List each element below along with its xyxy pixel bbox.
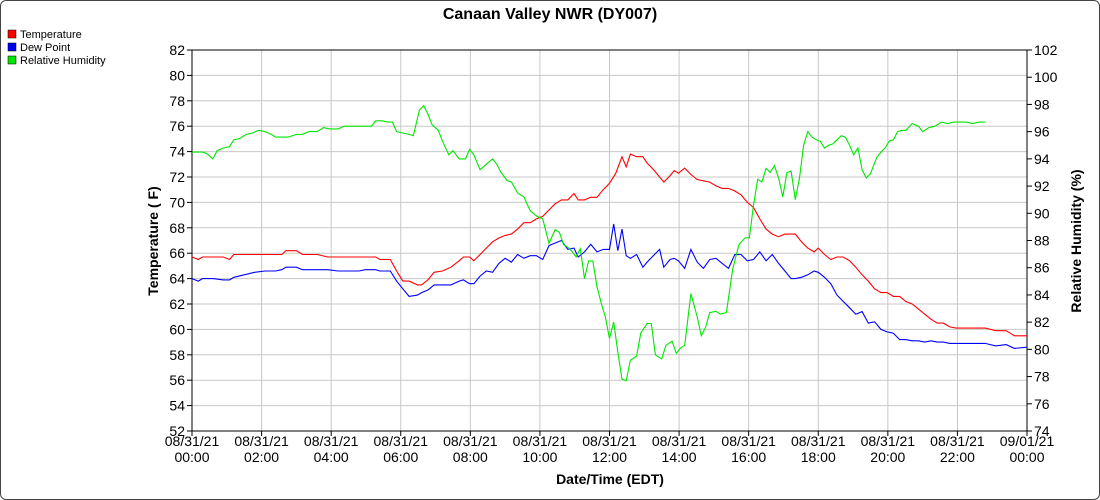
y-tick-label: 60 bbox=[169, 321, 185, 337]
series-line-dew-point bbox=[191, 223, 1028, 349]
chart-title: Canaan Valley NWR (DY007) bbox=[443, 6, 657, 23]
y2-tick-label: 92 bbox=[1034, 178, 1050, 194]
y2-tick-label: 96 bbox=[1034, 124, 1050, 140]
x-tick-time: 22:00 bbox=[940, 449, 975, 465]
grid bbox=[191, 49, 1028, 432]
x-tick-time: 18:00 bbox=[801, 449, 836, 465]
x-tick-date: 08/31/21 bbox=[234, 433, 289, 449]
x-tick-date: 08/31/21 bbox=[374, 433, 429, 449]
legend-label: Relative Humidity bbox=[20, 55, 106, 67]
x-tick-date: 08/31/21 bbox=[513, 433, 568, 449]
y-tick-label: 62 bbox=[169, 296, 185, 312]
x-tick-date: 09/01/21 bbox=[1000, 433, 1055, 449]
x-tick-time: 02:00 bbox=[244, 449, 279, 465]
x-tick-time: 00:00 bbox=[174, 449, 209, 465]
y-tick-label: 64 bbox=[169, 271, 185, 287]
y2-tick-label: 98 bbox=[1034, 96, 1050, 112]
y2-tick-label: 74 bbox=[1034, 423, 1050, 439]
y-axis-left: 52 54 56 58 60 62 64 66 68 70 72 74 76 78 80 82 bbox=[169, 42, 192, 439]
y2-tick-label: 76 bbox=[1034, 396, 1050, 412]
x-tick-time: 08:00 bbox=[453, 449, 488, 465]
legend-label: Temperature bbox=[20, 29, 82, 41]
y-axis-right: 74 76 78 80 82 84 86 88 90 92 94 96 98 100 102 bbox=[1027, 42, 1058, 439]
y-tick-label: 52 bbox=[169, 423, 185, 439]
series-line-temperature bbox=[191, 153, 1027, 337]
x-tick-time: 10:00 bbox=[522, 449, 557, 465]
y2-tick-label: 90 bbox=[1034, 205, 1050, 221]
y2-tick-label: 94 bbox=[1034, 151, 1050, 167]
y2-tick-label: 78 bbox=[1034, 369, 1050, 385]
y-tick-label: 78 bbox=[169, 93, 185, 109]
y2-tick-label: 80 bbox=[1034, 341, 1050, 357]
y-tick-label: 66 bbox=[169, 245, 185, 261]
x-tick-time: 14:00 bbox=[662, 449, 697, 465]
y-tick-label: 68 bbox=[169, 220, 185, 236]
y2-tick-label: 86 bbox=[1034, 260, 1050, 276]
x-tick-time: 16:00 bbox=[731, 449, 766, 465]
x-tick-date: 08/31/21 bbox=[165, 433, 220, 449]
legend-swatch bbox=[7, 42, 17, 52]
y-tick-label: 54 bbox=[169, 398, 185, 414]
y-tick-label: 58 bbox=[169, 347, 185, 363]
x-tick-time: 20:00 bbox=[870, 449, 905, 465]
y-tick-label: 76 bbox=[169, 118, 185, 134]
y2-axis-title: Relative Humidity (%) bbox=[1068, 169, 1084, 312]
y-tick-label: 82 bbox=[169, 42, 185, 58]
x-tick-date: 08/31/21 bbox=[304, 433, 359, 449]
x-tick-date: 08/31/21 bbox=[652, 433, 707, 449]
legend-swatch bbox=[7, 29, 17, 39]
x-tick-date: 08/31/21 bbox=[443, 433, 498, 449]
legend-swatch bbox=[7, 55, 17, 65]
x-axis: 08/31/2100:0008/31/2102:0008/31/2104:000… bbox=[165, 431, 1055, 465]
y2-tick-label: 82 bbox=[1034, 314, 1050, 330]
x-tick-time: 04:00 bbox=[314, 449, 349, 465]
x-tick-time: 06:00 bbox=[383, 449, 418, 465]
y-tick-label: 70 bbox=[169, 194, 185, 210]
x-tick-date: 08/31/21 bbox=[721, 433, 776, 449]
series-line-relative-humidity bbox=[192, 104, 986, 382]
x-tick-time: 00:00 bbox=[1009, 449, 1044, 465]
x-tick-date: 08/31/21 bbox=[791, 433, 846, 449]
y2-tick-label: 84 bbox=[1034, 287, 1050, 303]
y-tick-label: 80 bbox=[169, 67, 185, 83]
y-tick-label: 72 bbox=[169, 169, 185, 185]
legend-label: Dew Point bbox=[20, 42, 70, 54]
y-axis-title: Temperature ( F) bbox=[145, 186, 161, 295]
x-tick-date: 08/31/21 bbox=[930, 433, 985, 449]
y-tick-label: 74 bbox=[169, 144, 185, 160]
x-tick-date: 08/31/21 bbox=[582, 433, 637, 449]
y2-tick-label: 102 bbox=[1034, 42, 1058, 58]
x-axis-title: Date/Time (EDT) bbox=[556, 471, 664, 487]
y2-tick-label: 100 bbox=[1034, 69, 1058, 85]
y-tick-label: 56 bbox=[169, 372, 185, 388]
x-tick-time: 12:00 bbox=[592, 449, 627, 465]
x-tick-date: 08/31/21 bbox=[861, 433, 916, 449]
y2-tick-label: 88 bbox=[1034, 233, 1050, 249]
series-layer bbox=[191, 104, 1028, 382]
